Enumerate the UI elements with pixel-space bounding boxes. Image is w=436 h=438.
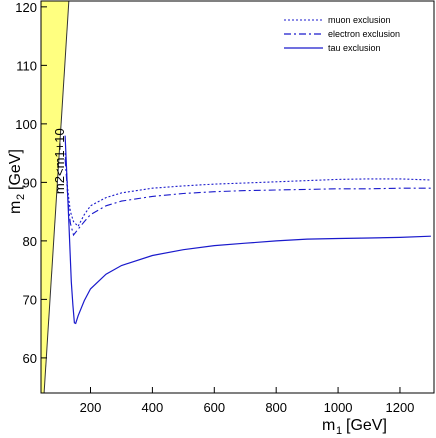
- svg-text:1: 1: [336, 425, 342, 437]
- svg-text:m: m: [322, 417, 335, 434]
- x-axis-label: m 1 [GeV]: [322, 417, 387, 437]
- y-tick-label: 80: [23, 234, 37, 249]
- legend-entry-muon: muon exclusion: [328, 15, 391, 25]
- y-axis-label: m 2 [GeV]: [7, 149, 27, 214]
- m2-m1-constraint-band: [41, 1, 69, 393]
- y-tick-label: 100: [15, 117, 37, 132]
- svg-text:[GeV]: [GeV]: [346, 417, 387, 434]
- y-tick-label: 70: [23, 292, 37, 307]
- x-axis-label-unit: [GeV]: [346, 417, 387, 434]
- band-label: m2<m1+10: [52, 128, 67, 194]
- series-line-tau: [64, 135, 431, 325]
- series-line-electron: [64, 158, 431, 237]
- x-tick-label: 1000: [324, 400, 353, 415]
- x-tick-label: 200: [80, 400, 102, 415]
- x-axis-label-main: m: [322, 417, 335, 434]
- band-boundary-line: [43, 0, 70, 394]
- x-tick-label: 400: [142, 400, 164, 415]
- x-tick-label: 1200: [385, 400, 414, 415]
- series-line-muon: [64, 153, 431, 228]
- legend-entry-electron: electron exclusion: [328, 29, 400, 39]
- y-tick-label: 120: [15, 0, 37, 15]
- svg-text:2: 2: [15, 194, 27, 200]
- y-axis-label-sub: 2: [15, 194, 27, 200]
- x-tick-label: 800: [265, 400, 287, 415]
- y-axis-label-main: m: [7, 201, 24, 214]
- y-tick-label: 60: [23, 351, 37, 366]
- svg-text:m: m: [7, 201, 24, 214]
- legend: muon exclusion electron exclusion tau ex…: [284, 15, 400, 53]
- x-axis-label-sub: 1: [336, 425, 342, 437]
- y-axis-label-unit: [GeV]: [7, 149, 24, 190]
- x-tick-label: 600: [203, 400, 225, 415]
- y-tick-label: 90: [23, 175, 37, 190]
- legend-entry-tau: tau exclusion: [328, 43, 381, 53]
- y-tick-label: 110: [16, 58, 37, 73]
- plot-frame: [40, 0, 435, 394]
- svg-text:[GeV]: [GeV]: [7, 149, 24, 190]
